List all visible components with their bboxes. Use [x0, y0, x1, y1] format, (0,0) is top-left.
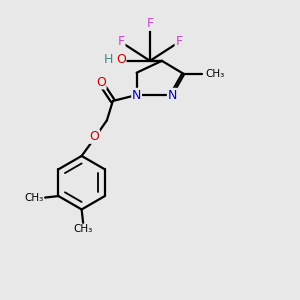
Text: O: O — [89, 130, 99, 143]
Text: F: F — [146, 17, 154, 30]
Text: O: O — [96, 76, 106, 89]
Text: F: F — [118, 35, 125, 48]
Text: O: O — [116, 53, 126, 66]
Text: CH₃: CH₃ — [74, 224, 93, 234]
Text: CH₃: CH₃ — [205, 69, 224, 79]
Text: CH₃: CH₃ — [24, 193, 44, 202]
Text: N: N — [132, 88, 141, 101]
Text: F: F — [175, 35, 182, 48]
Text: N: N — [168, 88, 177, 101]
Text: H: H — [104, 53, 113, 66]
